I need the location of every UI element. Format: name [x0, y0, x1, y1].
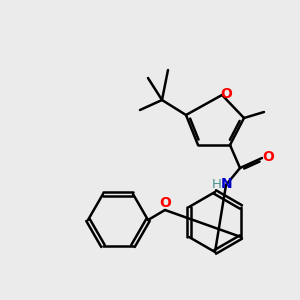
Text: O: O [159, 196, 171, 210]
Text: N: N [221, 177, 233, 191]
Text: H: H [212, 178, 222, 190]
Text: O: O [262, 150, 274, 164]
Text: O: O [220, 87, 232, 101]
